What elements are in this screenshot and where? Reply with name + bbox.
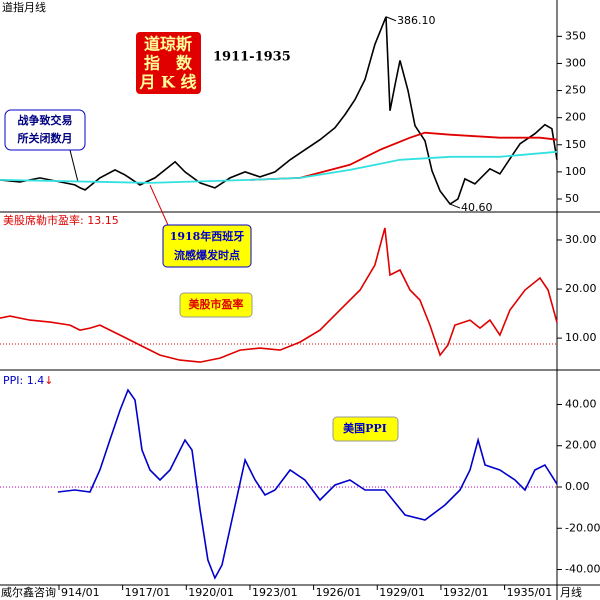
leader-line: [69, 149, 79, 183]
x-tick-label: 1935/01: [507, 586, 553, 599]
badge-text: 指 数: [144, 54, 193, 73]
x-tick-label: 1920/01: [188, 586, 234, 599]
y-tick-label: 350: [565, 29, 586, 42]
y-tick-label: 20.00: [565, 282, 597, 295]
footer: 威尔鑫咨询: [1, 585, 56, 599]
x-tick-label: 1917/01: [125, 586, 171, 599]
y-tick-label: 10.00: [565, 331, 597, 344]
series-line: [0, 227, 558, 363]
panel-label: 美股市盈率: [189, 297, 244, 311]
y-tick-label: 300: [565, 56, 586, 69]
y-tick-label: 50: [565, 192, 579, 205]
series-line: [0, 150, 558, 184]
annotation-box: [162, 224, 252, 268]
y-tick-label: 40.00: [565, 397, 597, 410]
x-tick-label: 1923/01: [252, 586, 298, 599]
panel-label: 美国PPI: [343, 421, 387, 435]
series-line: [57, 388, 558, 580]
badge: [136, 32, 201, 94]
y-tick-label: 150: [565, 138, 586, 151]
x-tick-label: 914/01: [61, 586, 100, 599]
last-value: 1.4: [27, 374, 45, 387]
x-axis-label: 月线: [560, 585, 582, 599]
annotation: 流感爆发时点: [174, 248, 240, 262]
annotation-box: [4, 109, 86, 151]
value-label: 386.10: [397, 14, 436, 27]
y-tick-label: 0.00: [565, 480, 590, 493]
series-line: [249, 131, 558, 181]
value-label: 40.60: [461, 201, 493, 214]
label-box: [179, 292, 253, 318]
y-tick-label: 30.00: [565, 233, 597, 246]
label-leader: [385, 16, 397, 22]
y-tick-label: 250: [565, 84, 586, 97]
y-tick-label: 100: [565, 165, 586, 178]
last-value: 13.15: [87, 214, 119, 227]
x-tick-label: 1929/01: [379, 586, 425, 599]
badge-text: 道琼斯: [144, 35, 192, 54]
chart-title: 道指月线: [2, 0, 46, 14]
annotation: 1918年西班牙: [170, 229, 245, 243]
subtitle: 1911-1935: [213, 50, 291, 65]
panel-title: 美股席勒市盈率: 13.15: [3, 213, 119, 227]
series-line: [0, 16, 558, 206]
x-tick-label: 1926/01: [316, 586, 362, 599]
annotation: 战争致交易: [18, 113, 73, 127]
x-tick-label: 1932/01: [443, 586, 489, 599]
leader-line: [149, 184, 169, 226]
trend-arrow: ↓: [44, 374, 53, 387]
annotation: 所关闭数月: [18, 131, 73, 145]
y-tick-label: 200: [565, 111, 586, 124]
badge-text: 月 K 线: [138, 73, 196, 92]
label-box: [332, 416, 399, 442]
panel-title: PPI: 1.4↓: [3, 374, 53, 387]
y-tick-label: -20.00: [565, 521, 600, 534]
y-tick-label: 20.00: [565, 439, 597, 452]
panel-title-text: 美股席勒市盈率:: [3, 213, 84, 227]
panel-title-text: PPI:: [3, 374, 23, 387]
y-tick-label: -40.00: [565, 563, 600, 576]
label-leader: [449, 203, 461, 209]
